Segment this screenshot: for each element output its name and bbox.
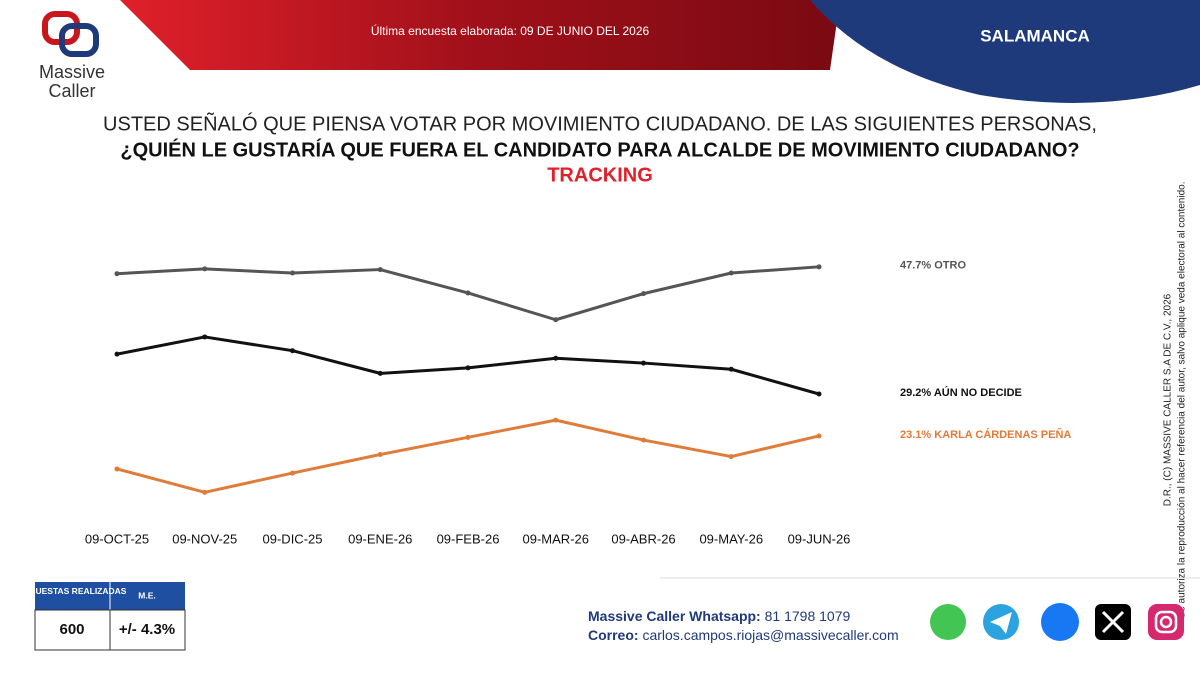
point <box>553 317 559 323</box>
series-line <box>116 418 820 494</box>
x-tick-label: 09-DIC-25 <box>263 531 323 546</box>
table-header-text: M.E. <box>138 590 155 600</box>
point <box>641 291 646 297</box>
point <box>465 434 471 440</box>
point <box>290 470 295 476</box>
point <box>553 355 559 361</box>
telegram-glyph <box>990 612 1012 634</box>
x-tick-label: 09-MAR-26 <box>523 531 589 546</box>
table-header-text: ENCUESTAS REALIZADAS <box>18 586 127 596</box>
contact-value: 81 1798 1079 <box>765 608 851 624</box>
point <box>377 267 383 273</box>
whatsapp-icon[interactable] <box>930 604 966 640</box>
x-tick-label: 09-JUN-26 <box>788 531 851 546</box>
contact-label: Correo: <box>588 627 639 643</box>
header-band <box>120 0 840 70</box>
header-band-blue <box>810 0 1200 103</box>
point <box>377 452 383 457</box>
point <box>728 454 734 460</box>
point <box>465 365 471 371</box>
point <box>377 370 383 376</box>
point <box>114 271 120 277</box>
instagram-glyph <box>1154 610 1178 634</box>
end-label: 47.7% OTRO <box>900 260 966 272</box>
logo-text: Massive <box>39 62 105 82</box>
end-label: 29.2% AÚN NO DECIDE <box>900 386 1022 399</box>
copyright: Se autoriza la reproducción al hacer ref… <box>1177 182 1188 619</box>
point <box>728 270 734 276</box>
sample-size: 600 <box>59 621 84 638</box>
chart-title: USTED SEÑALÓ QUE PIENSA VOTAR POR MOVIMI… <box>103 111 1097 135</box>
point <box>641 437 646 443</box>
point <box>290 270 295 276</box>
contact-line: Correo: carlos.campos.riojas@massivecall… <box>588 627 899 643</box>
contact-label: Massive Caller Whatsapp: <box>588 608 761 624</box>
x-tick-label: 09-MAY-26 <box>699 531 763 546</box>
contact-value: carlos.campos.riojas@massivecaller.com <box>642 627 898 643</box>
point <box>816 391 822 397</box>
point <box>465 290 471 296</box>
contact-line: Massive Caller Whatsapp: 81 1798 1079 <box>588 608 850 624</box>
copyright: D.R., (C) MASSIVE CALLER S.A DE C.V., 20… <box>1163 293 1174 506</box>
point <box>728 366 734 372</box>
x-tick-label: 09-ABR-26 <box>611 531 675 546</box>
chart-title: ¿QUIÉN LE GUSTARÍA QUE FUERA EL CANDIDAT… <box>120 138 1079 161</box>
x-tick-label: 09-ENE-26 <box>348 531 412 546</box>
instagram-icon[interactable] <box>1148 604 1184 640</box>
point <box>816 433 822 439</box>
chart: 09-OCT-25 09-NOV-25 09-DIC-25 09-ENE-26 09-F… <box>85 260 1072 547</box>
x-glyph <box>1101 610 1125 634</box>
logo-text: Caller <box>48 81 95 101</box>
social-icons <box>930 603 1184 641</box>
location: SALAMANCA <box>980 26 1090 45</box>
x-tick-label: 09-NOV-25 <box>172 531 237 546</box>
chart-subtitle: TRACKING <box>547 164 653 186</box>
x-tick-label: 09-FEB-26 <box>437 531 500 546</box>
point <box>553 417 559 423</box>
point <box>202 334 208 340</box>
facebook-icon[interactable] <box>1041 603 1079 641</box>
logo: Massive Caller <box>39 11 105 101</box>
end-label: 23.1% KARLA CÁRDENAS PEÑA <box>900 428 1071 441</box>
stats-table: ENCUESTAS REALIZADAS M.E. 600 +/- 4.3% <box>18 582 186 651</box>
x-tick-label: 09-OCT-25 <box>85 531 149 546</box>
point <box>290 348 295 354</box>
table-header-text: ENCUESTAS REALIZADAS <box>18 586 127 596</box>
survey-date: Última encuesta elaborada: 09 DE JUNIO D… <box>371 23 650 38</box>
margin-error: +/- 4.3% <box>119 621 175 638</box>
point <box>202 489 208 495</box>
point <box>816 264 822 270</box>
point <box>641 360 646 366</box>
point <box>114 466 120 472</box>
point <box>202 266 208 272</box>
point <box>114 351 120 357</box>
instagram-glyph <box>1159 615 1173 629</box>
